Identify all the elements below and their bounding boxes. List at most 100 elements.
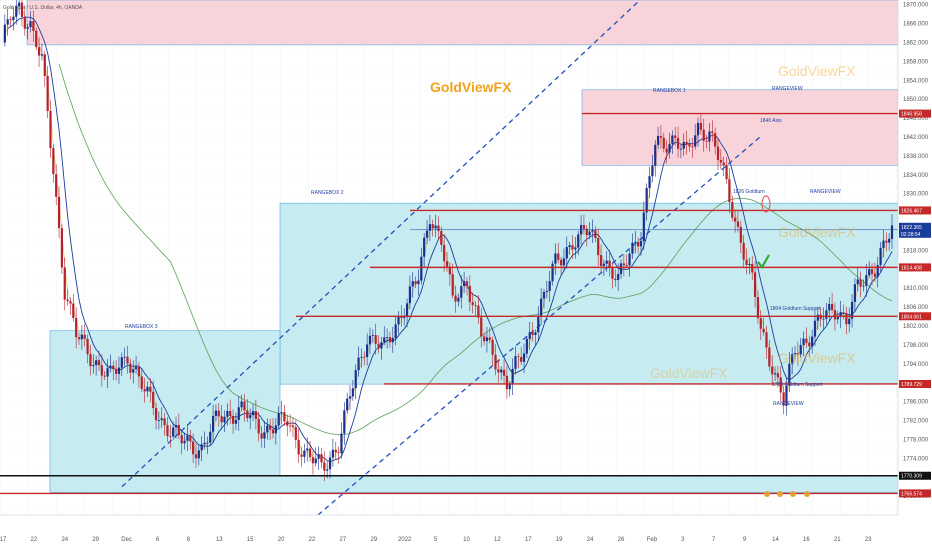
candle-body [235,420,237,424]
candle-body [837,317,839,319]
candle-body [574,248,576,250]
candle-body [206,443,208,444]
candle-body [423,238,425,257]
candle-body [620,263,622,274]
time-axis[interactable] [0,515,898,550]
candle-body [531,332,533,335]
candle-body [583,225,585,229]
brand-title: GoldViewFX [430,79,512,95]
candle-body [517,356,519,357]
candle-body [226,411,228,417]
price-axis-tick: 1854.000 [903,78,929,84]
rangebox-3-label: RANGEBOX 3 [125,324,158,330]
candle-body [514,356,516,369]
candle-body [660,136,662,138]
candle-body [44,54,46,76]
candle-body [760,318,762,329]
candle-body [129,364,131,373]
candle-body [646,188,648,212]
candle-body [674,135,676,137]
price-axis-tick: 1810.000 [903,286,929,292]
time-axis-tick: 29 [92,537,99,543]
candle-body [457,298,459,302]
candle-body [723,163,725,165]
candle-body [406,303,408,317]
candle-body [318,454,320,458]
candle-body [822,319,824,320]
candle-body [489,337,491,339]
candle-body [283,412,285,421]
candle-body [700,123,702,130]
candle-body [152,392,154,408]
candle-body [434,226,436,229]
candle-body [383,337,385,342]
candle-body [771,367,773,375]
price-tag: 1826.467 [899,206,931,214]
candle-body [737,221,739,226]
candle-body [526,339,528,354]
candle-body [728,179,730,202]
candle-body [377,344,379,349]
candle-body [842,312,844,313]
candle-body [369,336,371,345]
candle-body [691,147,693,148]
candle-body [249,415,251,418]
event-flag-icon[interactable] [790,491,796,497]
axis-1840-label: 1840 Axis [760,118,782,124]
candle-body [67,300,69,302]
rangeview-label-top: RANGEVIEW [772,86,803,92]
candle-body [75,318,77,337]
candle-body [263,432,265,438]
candle-body [9,19,11,20]
candle-body [409,286,411,303]
candle-body [549,281,551,291]
candle-body [831,304,833,310]
candle-body [29,21,31,27]
candle-body [777,373,779,377]
candle-body [745,260,747,265]
candle-body [577,234,579,247]
candle-body [326,469,328,470]
time-axis-tick: 20 [278,537,285,543]
event-flag-icon[interactable] [777,491,783,497]
candle-body [814,321,816,337]
candle-body [677,138,679,149]
candle-body [280,412,282,413]
time-axis-tick: 26 [618,537,625,543]
candle-body [651,166,653,176]
candle-body [480,317,482,336]
price-tag-text: 1814.408 [901,265,922,271]
candle-body [631,243,633,254]
candle-body [534,332,536,335]
price-axis-tick: 1786.000 [903,400,929,406]
rangebox-1-label: RANGEBOX 1 [653,88,686,94]
candle-body [118,368,120,374]
candle-body [115,369,117,374]
candle-body [346,399,348,411]
candle-body [494,355,496,370]
candle-body [845,313,847,324]
price-tag-text: 1766.574 [901,491,922,497]
candle-body [754,272,756,297]
rangebox-1 [582,90,898,166]
candle-body [109,366,111,369]
event-flag-icon[interactable] [804,491,810,497]
candle-body [452,274,454,295]
candle-body [380,342,382,348]
candle-body [386,337,388,338]
candle-body [84,335,86,339]
candle-body [395,324,397,338]
time-axis-tick: 12 [494,537,501,543]
rangeview-label-mid: RANGEVIEW [810,189,841,195]
price-axis-tick: 1806.000 [903,305,929,311]
candle-body [55,174,57,197]
candle-body [817,315,819,321]
candle-body [266,426,268,433]
candle-body [537,316,539,332]
candle-body [874,274,876,277]
candle-body [802,339,804,345]
event-flag-icon[interactable] [764,491,770,497]
candle-body [300,454,302,456]
candle-body [757,297,759,318]
candle-body [828,304,830,310]
